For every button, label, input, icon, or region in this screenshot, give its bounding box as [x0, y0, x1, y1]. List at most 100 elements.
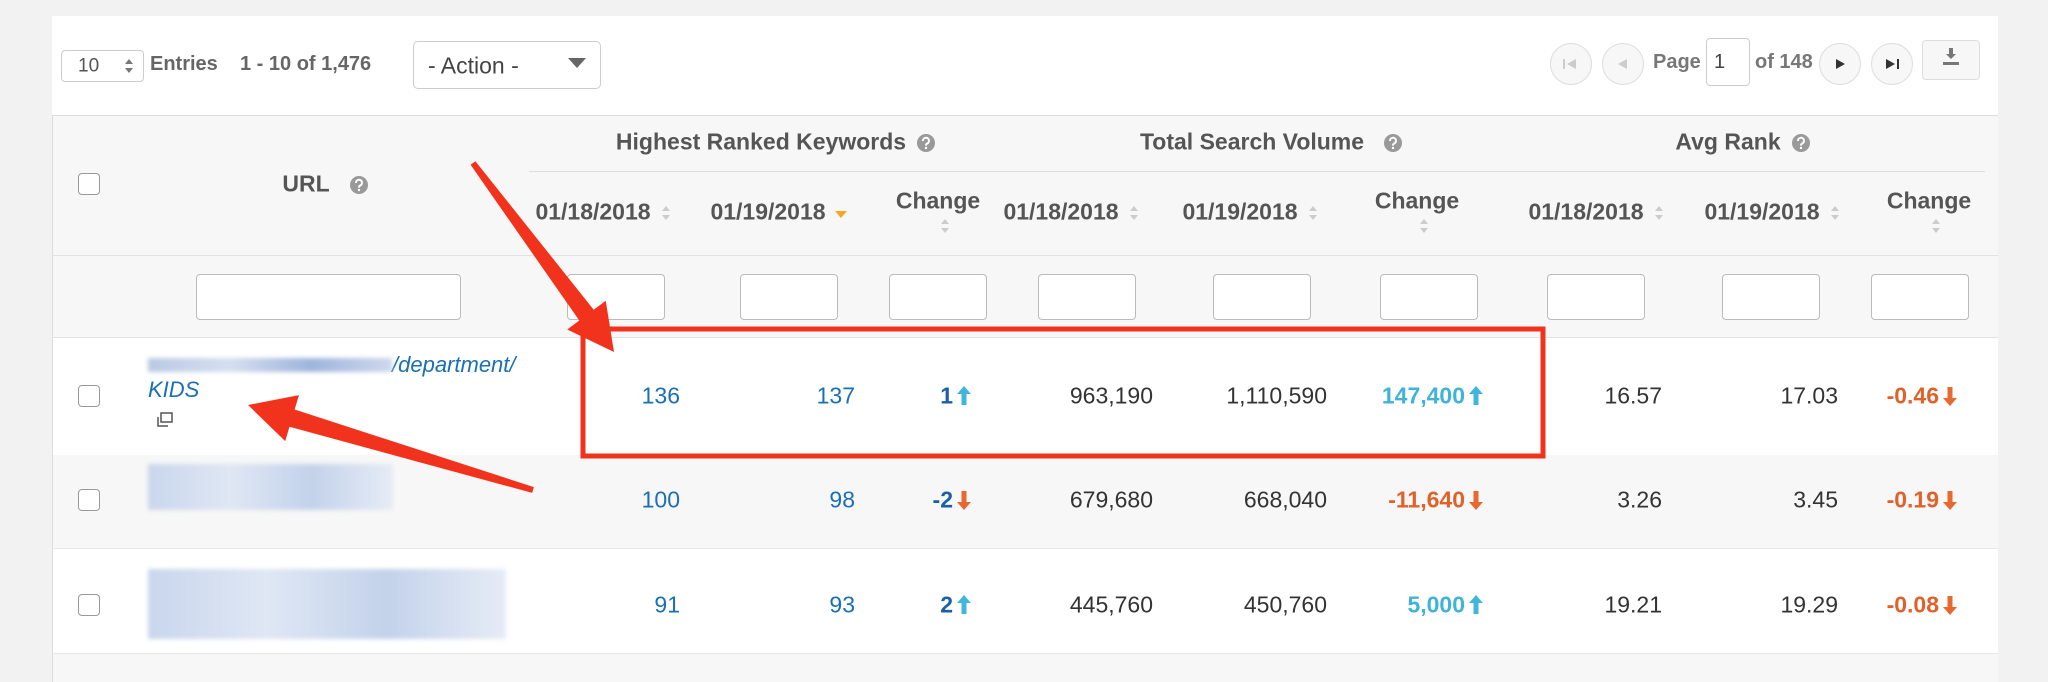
cell-value: 16.57: [1604, 382, 1662, 409]
change-arrow: [1943, 387, 1957, 406]
url-header: URL: [282, 170, 330, 197]
change-arrow: [1943, 596, 1957, 615]
cell-value[interactable]: 100: [641, 486, 680, 513]
help-icon: [350, 176, 368, 194]
filter-input[interactable]: [1722, 274, 1820, 320]
checkbox[interactable]: [78, 489, 100, 511]
change-arrow: [1469, 491, 1483, 510]
cell-value: 963,190: [1069, 382, 1153, 409]
column-header: 01/19/2018: [710, 198, 826, 225]
sort-icon: [1309, 206, 1317, 220]
change-arrow: [1943, 491, 1957, 510]
column-header: 01/19/2018: [1182, 198, 1298, 225]
cell-value[interactable]: 93: [829, 591, 855, 618]
external-link-icon: [157, 412, 173, 427]
column-header: Change: [1374, 187, 1460, 214]
cell-value: 2: [940, 591, 953, 618]
filter-input[interactable]: [1213, 274, 1311, 320]
cell-value: 679,680: [1069, 486, 1153, 513]
cell-value: -0.08: [1886, 591, 1939, 618]
page-size: 10: [78, 55, 100, 77]
cell-value[interactable]: 98: [829, 486, 855, 513]
change-arrow: [1469, 595, 1483, 614]
cell-value: 19.21: [1604, 591, 1662, 618]
download-glyph: [1943, 48, 1959, 65]
select-caret: [568, 58, 586, 68]
url-link[interactable]: /department/KIDS: [148, 352, 518, 402]
sort-icon: [1655, 206, 1663, 220]
column-header: 01/18/2018: [535, 198, 651, 225]
column-header: 01/18/2018: [1528, 198, 1644, 225]
group-underline: [529, 171, 1985, 172]
url-text: /department/KIDS: [148, 352, 516, 402]
page-input[interactable]: [1706, 38, 1750, 86]
column-header: Change: [895, 187, 981, 214]
pager-glyph: [1836, 59, 1845, 69]
download-button[interactable]: [1922, 40, 1980, 80]
cell-value[interactable]: 137: [816, 382, 855, 409]
pager-glyph: [1886, 59, 1899, 69]
page-size-select[interactable]: [61, 50, 144, 82]
filter-input[interactable]: [889, 274, 987, 320]
action-select[interactable]: [413, 41, 601, 89]
filter-input[interactable]: [740, 274, 838, 320]
sort-icon: [1932, 219, 1940, 233]
cell-value: 450,760: [1243, 591, 1327, 618]
cell-value: -11,640: [1388, 486, 1465, 513]
entries-label: Entries: [150, 53, 218, 75]
cell-value: 445,760: [1069, 591, 1153, 618]
action-label: - Action -: [428, 52, 519, 79]
blurred-url: [148, 569, 506, 639]
change-arrow: [957, 386, 971, 405]
page-count: of 148: [1755, 51, 1813, 73]
checkbox[interactable]: [78, 594, 100, 616]
filter-input[interactable]: [1380, 274, 1478, 320]
filter-input[interactable]: [196, 274, 461, 320]
group-header: Avg Rank: [1675, 128, 1781, 155]
column-header: Change: [1886, 187, 1972, 214]
cell-value: 3.45: [1793, 486, 1838, 513]
sort-icon: [1831, 206, 1839, 220]
filter-input[interactable]: [1547, 274, 1645, 320]
cell-value: -2: [932, 486, 953, 513]
sort-icon: [1420, 219, 1428, 233]
sort-icon: [835, 211, 847, 218]
select-caret: [125, 59, 133, 73]
header-divider: [52, 255, 1998, 256]
cell-value[interactable]: 91: [654, 591, 680, 618]
cell-value: 17.03: [1780, 382, 1838, 409]
group-header: Highest Ranked Keywords: [615, 128, 907, 155]
change-arrow: [1469, 386, 1483, 405]
cell-value: 668,040: [1243, 486, 1327, 513]
help-icon: [917, 134, 936, 152]
page-label: Page: [1653, 51, 1701, 73]
pager-glyph: [1618, 59, 1627, 69]
cell-value: 147,400: [1381, 382, 1465, 409]
blurred-url: [148, 464, 393, 510]
checkbox[interactable]: [78, 385, 100, 407]
help-icon: [1383, 134, 1402, 152]
range-label: 1 - 10 of 1,476: [240, 53, 372, 75]
row-bg: [52, 337, 1998, 455]
group-header: Total Search Volume: [1139, 128, 1365, 155]
row-bg: [52, 653, 1998, 682]
sort-icon: [941, 219, 949, 233]
cell-value: 5,000: [1407, 591, 1465, 618]
column-header: 01/18/2018: [1003, 198, 1119, 225]
change-arrow: [957, 491, 971, 510]
checkbox[interactable]: [78, 173, 100, 195]
cell-value: 3.26: [1617, 486, 1662, 513]
help-icon: [1792, 134, 1811, 152]
cell-value: 19.29: [1780, 591, 1838, 618]
sort-icon: [1130, 206, 1138, 220]
change-arrow: [957, 595, 971, 614]
cell-value: -0.46: [1886, 382, 1939, 409]
column-header: 01/19/2018: [1704, 198, 1820, 225]
blurred-url: [148, 358, 392, 372]
cell-value: 1,110,590: [1226, 382, 1327, 409]
filter-input[interactable]: [1871, 274, 1969, 320]
filter-input[interactable]: [1038, 274, 1136, 320]
cell-value[interactable]: 136: [641, 382, 680, 409]
